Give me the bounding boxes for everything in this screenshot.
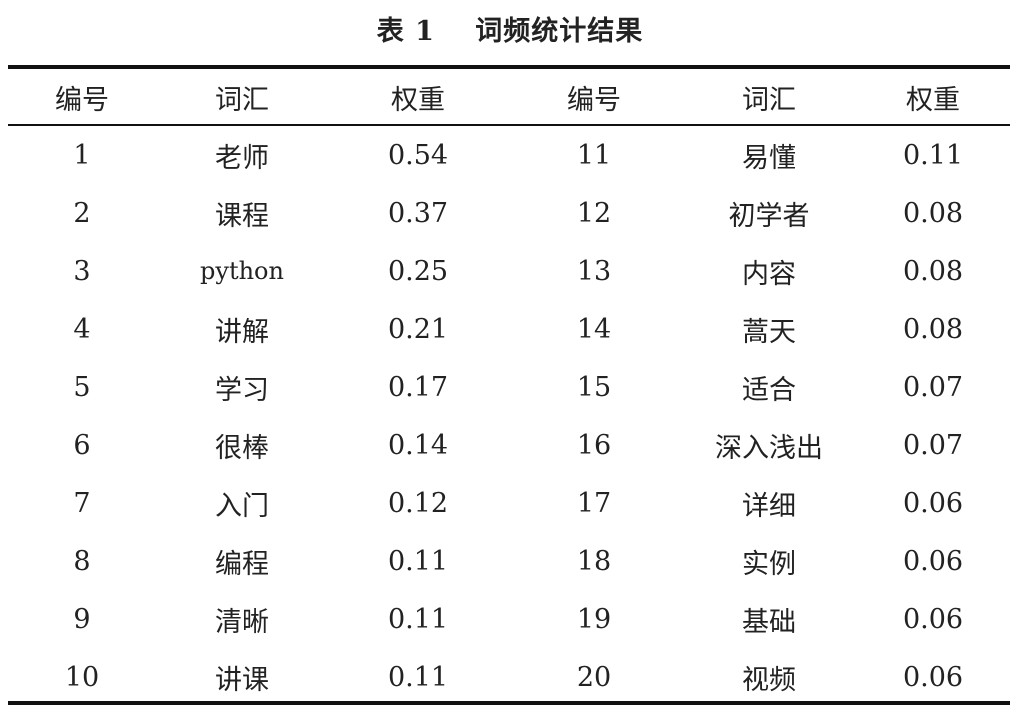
cell-weight-left: 0.12: [387, 487, 449, 519]
cell-id-left: 6: [73, 429, 91, 461]
table-caption: 表 1 词频统计结果: [0, 10, 1020, 54]
cell-word-right: 内容: [742, 258, 796, 290]
table-row: 2 课程 0.37 12 初学者 0.08: [0, 184, 1020, 242]
cell-weight-right: 0.06: [902, 487, 964, 519]
cell-id-left: 10: [64, 661, 100, 693]
cell-word-left: 老师: [215, 142, 269, 174]
cell-word-right: 实例: [742, 548, 796, 580]
table-row: 4 讲解 0.21 14 蒿天 0.08: [0, 300, 1020, 358]
cell-weight-left: 0.11: [387, 603, 449, 635]
cell-word-left: 很棒: [215, 432, 269, 464]
cell-id-right: 15: [576, 371, 612, 403]
cell-id-left: 7: [73, 487, 91, 519]
cell-word-left: 入门: [215, 490, 269, 522]
cell-weight-right: 0.06: [902, 661, 964, 693]
cell-weight-left: 0.54: [387, 139, 449, 171]
cell-word-right: 深入浅出: [715, 432, 823, 464]
cell-word-right: 初学者: [728, 200, 810, 232]
table-row: 9 清晰 0.11 19 基础 0.06: [0, 590, 1020, 648]
table-title: 词频统计结果: [475, 16, 644, 47]
cell-weight-left: 0.25: [387, 255, 449, 287]
cell-weight-left: 0.11: [387, 545, 449, 577]
table-row: 1 老师 0.54 11 易懂 0.11: [0, 126, 1020, 184]
cell-weight-right: 0.08: [902, 313, 964, 345]
cell-id-right: 17: [576, 487, 612, 519]
cell-word-right: 详细: [742, 490, 796, 522]
header-rule: [8, 124, 1010, 126]
table-row: 8 编程 0.11 18 实例 0.06: [0, 532, 1020, 590]
table-row: 10 讲课 0.11 20 视频 0.06: [0, 648, 1020, 706]
cell-id-left: 4: [73, 313, 91, 345]
top-rule: [8, 65, 1010, 69]
cell-word-left: 讲课: [215, 664, 269, 696]
table-number: 表 1: [376, 16, 435, 47]
cell-id-left: 8: [73, 545, 91, 577]
column-header-id-right: 编号: [567, 84, 621, 116]
cell-id-left: 2: [73, 197, 91, 229]
cell-word-left: python: [200, 257, 284, 285]
cell-id-right: 11: [576, 139, 612, 171]
cell-weight-right: 0.06: [902, 545, 964, 577]
table-row: 5 学习 0.17 15 适合 0.07: [0, 358, 1020, 416]
table-row: 7 入门 0.12 17 详细 0.06: [0, 474, 1020, 532]
cell-id-left: 5: [73, 371, 91, 403]
cell-id-right: 12: [576, 197, 612, 229]
cell-word-right: 蒿天: [742, 316, 796, 348]
cell-weight-right: 0.06: [902, 603, 964, 635]
cell-word-left: 编程: [215, 548, 269, 580]
cell-id-right: 16: [576, 429, 612, 461]
cell-id-right: 19: [576, 603, 612, 635]
cell-word-left: 讲解: [215, 316, 269, 348]
cell-id-right: 14: [576, 313, 612, 345]
cell-weight-right: 0.07: [902, 429, 964, 461]
cell-id-right: 13: [576, 255, 612, 287]
cell-word-right: 视频: [742, 664, 796, 696]
column-header-word-right: 词汇: [742, 84, 796, 116]
cell-weight-right: 0.08: [902, 197, 964, 229]
header-row: 编号 词汇 权重 编号 词汇 权重: [0, 70, 1020, 124]
table-row: 3 python 0.25 13 内容 0.08: [0, 242, 1020, 300]
cell-word-right: 适合: [742, 374, 796, 406]
cell-weight-right: 0.11: [902, 139, 964, 171]
cell-word-left: 学习: [215, 374, 269, 406]
table-row: 6 很棒 0.14 16 深入浅出 0.07: [0, 416, 1020, 474]
cell-id-right: 18: [576, 545, 612, 577]
column-header-weight-right: 权重: [906, 84, 960, 116]
column-header-word-left: 词汇: [215, 84, 269, 116]
cell-id-left: 1: [73, 139, 91, 171]
cell-weight-left: 0.11: [387, 661, 449, 693]
cell-weight-left: 0.17: [387, 371, 449, 403]
cell-word-left: 清晰: [215, 606, 269, 638]
cell-weight-left: 0.14: [387, 429, 449, 461]
cell-weight-left: 0.37: [387, 197, 449, 229]
cell-weight-right: 0.07: [902, 371, 964, 403]
cell-word-right: 易懂: [742, 142, 796, 174]
cell-id-left: 3: [73, 255, 91, 287]
cell-id-left: 9: [73, 603, 91, 635]
cell-word-left: 课程: [215, 200, 269, 232]
cell-weight-right: 0.08: [902, 255, 964, 287]
column-header-id-left: 编号: [55, 84, 109, 116]
cell-id-right: 20: [576, 661, 612, 693]
cell-weight-left: 0.21: [387, 313, 449, 345]
column-header-weight-left: 权重: [391, 84, 445, 116]
bottom-rule: [8, 701, 1010, 705]
cell-word-right: 基础: [742, 606, 796, 638]
